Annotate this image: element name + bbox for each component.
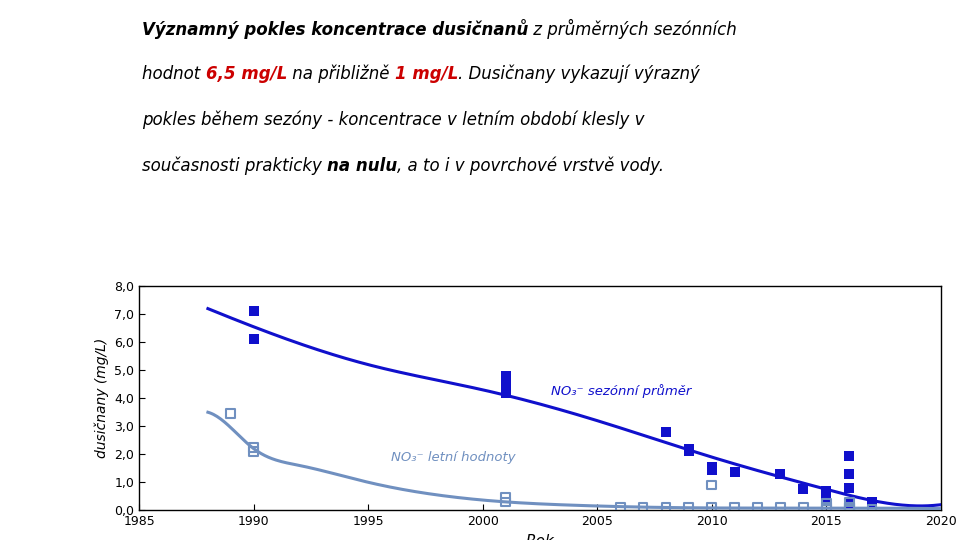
Point [682, 447, 697, 456]
Point [842, 504, 857, 513]
Text: Významný pokles koncentrace dusičnanů: Významný pokles koncentrace dusičnanů [142, 19, 528, 39]
Point [842, 497, 857, 506]
Point [659, 503, 674, 512]
Text: 6,5 mg/L: 6,5 mg/L [205, 65, 287, 83]
Point [704, 465, 719, 474]
Point [704, 464, 719, 472]
Point [704, 481, 719, 489]
Point [864, 497, 879, 506]
Point [498, 381, 514, 390]
Text: NO₃⁻ letní hodnoty: NO₃⁻ letní hodnoty [391, 451, 516, 464]
Point [704, 503, 719, 512]
Point [727, 468, 742, 477]
Point [819, 504, 834, 513]
Text: na nulu: na nulu [327, 157, 397, 174]
Text: 1 mg/L: 1 mg/L [395, 65, 458, 83]
Point [246, 335, 261, 344]
X-axis label: Rok: Rok [525, 534, 555, 540]
Point [246, 443, 261, 451]
Point [819, 499, 834, 508]
Text: hodnot: hodnot [142, 65, 205, 83]
Point [842, 470, 857, 478]
Point [819, 487, 834, 495]
Point [727, 503, 742, 512]
Point [796, 485, 811, 494]
Point [819, 503, 834, 512]
Point [842, 499, 857, 508]
Point [842, 503, 857, 512]
Text: na přibližně: na přibližně [287, 65, 395, 83]
Point [498, 497, 514, 506]
Point [498, 379, 514, 387]
Point [246, 307, 261, 316]
Point [842, 451, 857, 460]
Point [704, 463, 719, 471]
Point [682, 503, 697, 512]
Text: . Dusičnany vykazují výrazný: . Dusičnany vykazují výrazný [458, 65, 700, 83]
Text: , a to i v povrchové vrstvě vody.: , a to i v povrchové vrstvě vody. [397, 157, 664, 175]
Point [682, 444, 697, 453]
Point [796, 503, 811, 512]
Point [750, 503, 765, 512]
Text: současnosti prakticky: současnosti prakticky [142, 157, 327, 175]
Point [864, 504, 879, 513]
Point [498, 372, 514, 380]
Point [498, 494, 514, 502]
Point [223, 409, 238, 418]
Point [842, 484, 857, 492]
Point [246, 447, 261, 456]
Point [612, 503, 628, 512]
Text: pokles během sezóny - koncentrace v letním období klesly v: pokles během sezóny - koncentrace v letn… [142, 111, 644, 129]
Point [819, 496, 834, 505]
Point [636, 503, 651, 512]
Point [773, 503, 788, 512]
Y-axis label: dusičnany (mg/L): dusičnany (mg/L) [94, 338, 108, 458]
Text: NO₃⁻ sezónní průměr: NO₃⁻ sezónní průměr [551, 384, 692, 399]
Point [498, 388, 514, 397]
Point [659, 428, 674, 436]
Point [842, 503, 857, 512]
Point [773, 470, 788, 478]
Text: z průměrných sezónních: z průměrných sezónních [528, 19, 737, 39]
